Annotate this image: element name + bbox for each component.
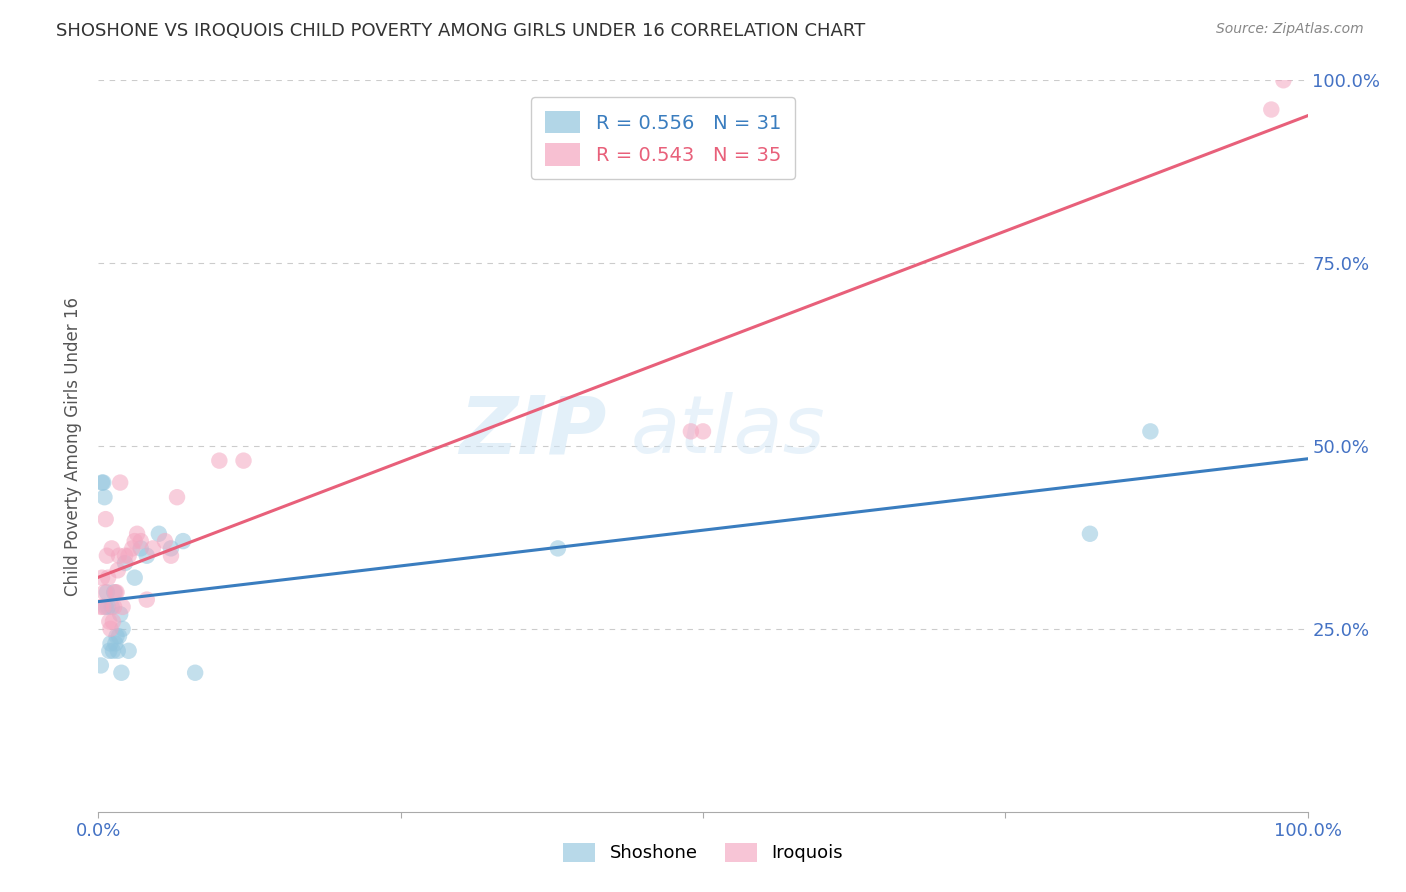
- Point: [104, 636, 127, 650]
- Point: [97, 571, 120, 585]
- Point: [124, 534, 146, 549]
- Point: [1139, 425, 1161, 439]
- Point: [127, 526, 149, 541]
- Point: [114, 549, 136, 563]
- Legend: Shoshone, Iroquois: Shoshone, Iroquois: [555, 836, 851, 870]
- Point: [97, 599, 120, 614]
- Point: [103, 585, 125, 599]
- Point: [100, 622, 122, 636]
- Text: Source: ZipAtlas.com: Source: ZipAtlas.com: [1216, 22, 1364, 37]
- Point: [105, 585, 128, 599]
- Point: [96, 585, 118, 599]
- Point: [121, 541, 143, 556]
- Point: [100, 541, 122, 556]
- Point: [100, 599, 122, 614]
- Point: [166, 490, 188, 504]
- Point: [208, 453, 231, 467]
- Point: [1260, 103, 1282, 117]
- Point: [111, 622, 134, 636]
- Point: [692, 425, 714, 439]
- Point: [105, 629, 128, 643]
- Point: [108, 475, 131, 490]
- Point: [91, 475, 114, 490]
- Point: [129, 541, 152, 556]
- Point: [98, 615, 121, 629]
- Point: [142, 541, 165, 556]
- Point: [108, 629, 131, 643]
- Point: [90, 658, 112, 673]
- Point: [148, 526, 170, 541]
- Point: [129, 534, 152, 549]
- Point: [135, 549, 157, 563]
- Point: [91, 571, 114, 585]
- Point: [110, 665, 132, 680]
- Point: [107, 563, 129, 577]
- Text: ZIP: ZIP: [458, 392, 606, 470]
- Point: [172, 534, 194, 549]
- Point: [93, 585, 115, 599]
- Text: atlas: atlas: [630, 392, 825, 470]
- Point: [91, 599, 114, 614]
- Point: [160, 541, 183, 556]
- Point: [108, 549, 131, 563]
- Point: [114, 556, 136, 570]
- Text: SHOSHONE VS IROQUOIS CHILD POVERTY AMONG GIRLS UNDER 16 CORRELATION CHART: SHOSHONE VS IROQUOIS CHILD POVERTY AMONG…: [56, 22, 866, 40]
- Y-axis label: Child Poverty Among Girls Under 16: Child Poverty Among Girls Under 16: [65, 296, 83, 596]
- Point: [160, 549, 183, 563]
- Point: [101, 644, 124, 658]
- Point: [90, 599, 112, 614]
- Point: [184, 665, 207, 680]
- Point: [103, 599, 125, 614]
- Point: [124, 571, 146, 585]
- Point: [98, 644, 121, 658]
- Point: [100, 636, 122, 650]
- Point: [232, 453, 254, 467]
- Point: [107, 644, 129, 658]
- Point: [135, 592, 157, 607]
- Point: [153, 534, 176, 549]
- Legend: R = 0.556   N = 31, R = 0.543   N = 35: R = 0.556 N = 31, R = 0.543 N = 35: [531, 97, 794, 179]
- Point: [94, 512, 117, 526]
- Point: [111, 599, 134, 614]
- Point: [1078, 526, 1101, 541]
- Point: [1272, 73, 1295, 87]
- Point: [118, 549, 141, 563]
- Point: [108, 607, 131, 622]
- Point: [118, 644, 141, 658]
- Point: [679, 425, 702, 439]
- Point: [101, 615, 124, 629]
- Point: [94, 599, 117, 614]
- Point: [93, 490, 115, 504]
- Point: [96, 549, 118, 563]
- Point: [547, 541, 569, 556]
- Point: [104, 585, 127, 599]
- Point: [91, 475, 114, 490]
